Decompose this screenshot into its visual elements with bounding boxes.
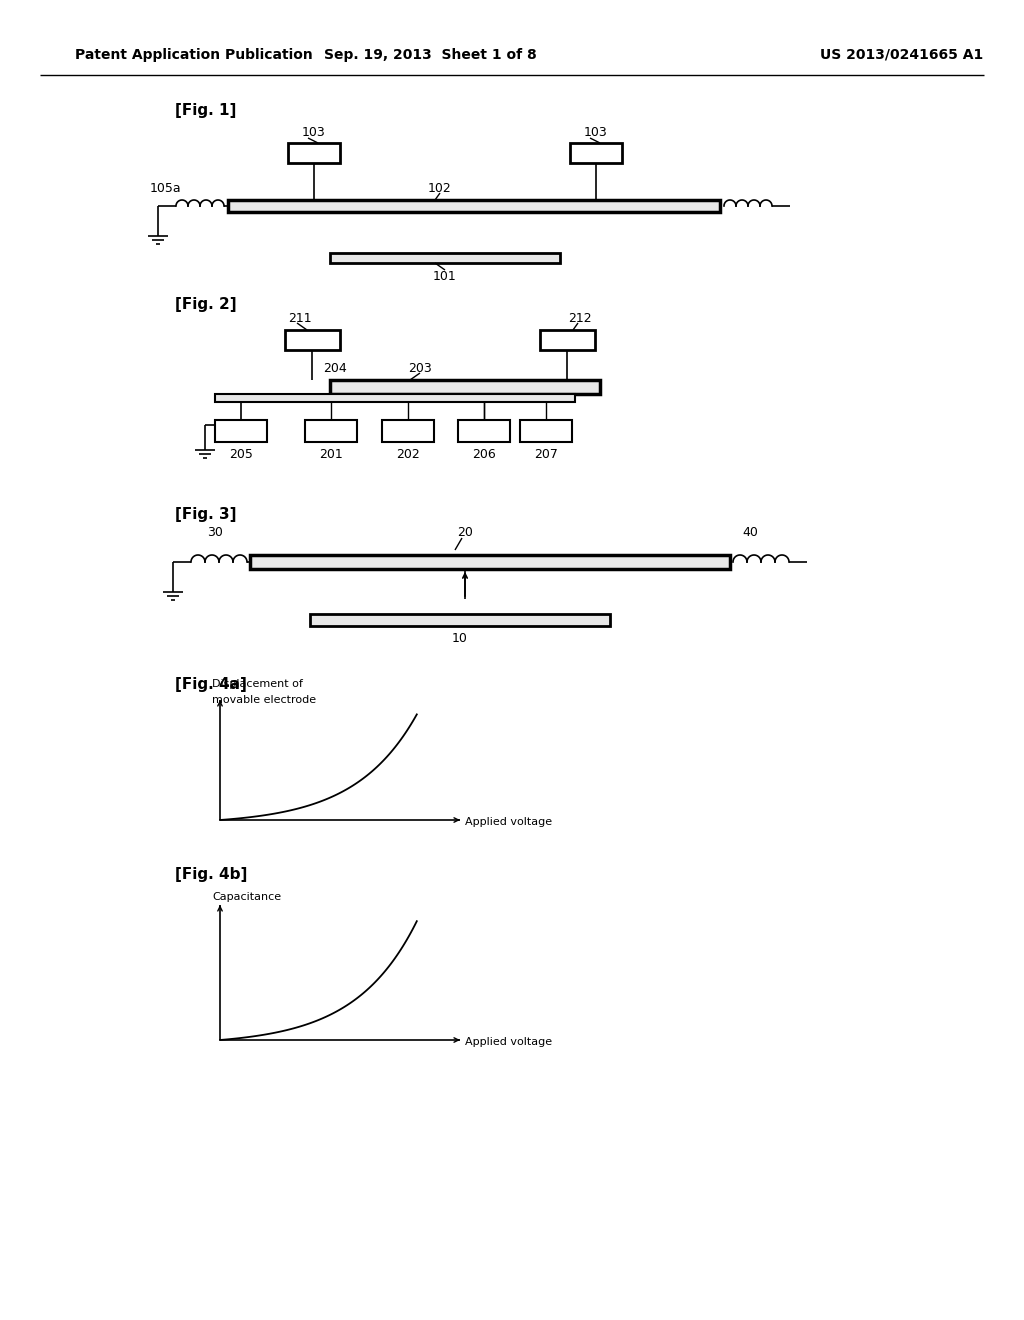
Text: 206: 206: [472, 449, 496, 462]
Text: 203: 203: [409, 362, 432, 375]
Bar: [330, 380, 600, 393]
Bar: [382, 420, 434, 442]
Text: 202: 202: [396, 449, 420, 462]
Text: movable electrode: movable electrode: [212, 696, 316, 705]
Text: Applied voltage: Applied voltage: [465, 1038, 552, 1047]
Text: 30: 30: [207, 527, 223, 540]
Text: Capacitance: Capacitance: [212, 892, 282, 902]
Text: [Fig. 4a]: [Fig. 4a]: [175, 677, 247, 693]
Bar: [540, 330, 595, 350]
Text: US 2013/0241665 A1: US 2013/0241665 A1: [820, 48, 983, 62]
Bar: [305, 420, 357, 442]
Bar: [458, 420, 510, 442]
Text: 201: 201: [319, 449, 343, 462]
Bar: [288, 143, 340, 162]
Text: 103: 103: [584, 125, 608, 139]
Text: 101: 101: [433, 269, 457, 282]
Text: [Fig. 3]: [Fig. 3]: [175, 507, 237, 523]
Text: 20: 20: [457, 527, 473, 540]
Text: 103: 103: [302, 125, 326, 139]
Bar: [228, 201, 720, 213]
Text: 40: 40: [742, 527, 758, 540]
Text: [Fig. 2]: [Fig. 2]: [175, 297, 237, 313]
Text: 211: 211: [288, 312, 312, 325]
Text: 205: 205: [229, 449, 253, 462]
Bar: [250, 554, 730, 569]
Text: 105a: 105a: [150, 181, 181, 194]
Text: [Fig. 1]: [Fig. 1]: [175, 103, 237, 117]
Bar: [215, 420, 267, 442]
Text: 212: 212: [568, 312, 592, 325]
Text: 204: 204: [324, 362, 347, 375]
Text: Applied voltage: Applied voltage: [465, 817, 552, 828]
Bar: [285, 330, 340, 350]
Bar: [310, 614, 610, 626]
Bar: [215, 393, 575, 403]
Bar: [520, 420, 572, 442]
Bar: [570, 143, 622, 162]
Text: 102: 102: [428, 181, 452, 194]
Text: 10: 10: [452, 632, 468, 645]
Text: Displacement of: Displacement of: [212, 678, 303, 689]
Text: Sep. 19, 2013  Sheet 1 of 8: Sep. 19, 2013 Sheet 1 of 8: [324, 48, 537, 62]
Bar: [330, 253, 560, 263]
Text: 207: 207: [535, 449, 558, 462]
Text: Patent Application Publication: Patent Application Publication: [75, 48, 312, 62]
Text: [Fig. 4b]: [Fig. 4b]: [175, 867, 248, 883]
